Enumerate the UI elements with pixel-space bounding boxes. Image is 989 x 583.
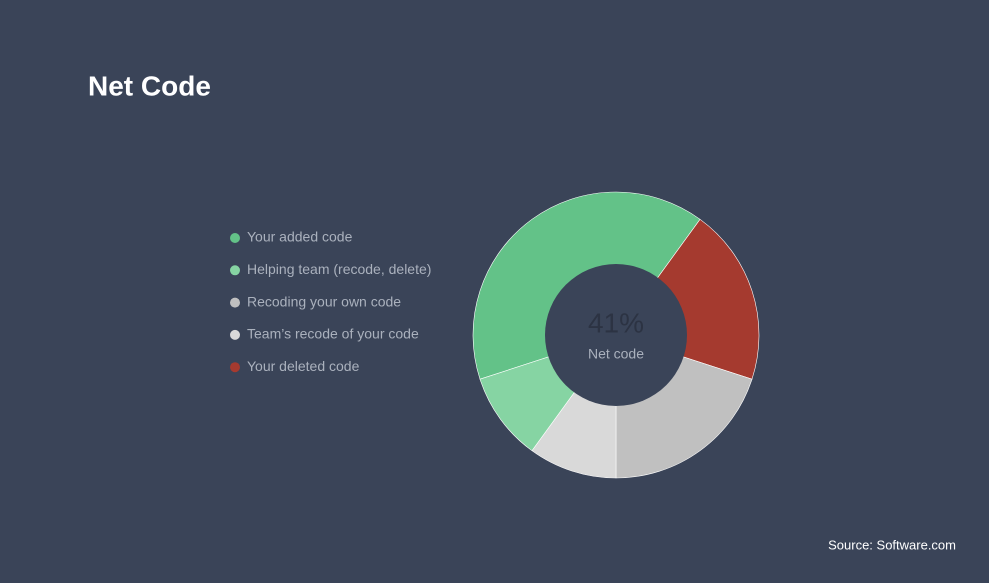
center-value: 41% [588, 307, 644, 338]
legend-swatch [230, 362, 240, 373]
legend-label: Helping team (recode, delete) [247, 261, 431, 277]
chart-title: Net Code [88, 70, 211, 101]
legend-swatch [230, 233, 240, 243]
legend-label: Your deleted code [247, 358, 360, 374]
legend-label: Your added code [247, 229, 353, 245]
legend-swatch [230, 329, 240, 340]
legend-label: Recoding your own code [247, 293, 401, 309]
legend-swatch [230, 265, 240, 276]
legend-label: Team’s recode of your code [247, 326, 419, 342]
legend-swatch [230, 297, 240, 308]
source: Source: Software.com [828, 537, 956, 552]
center-label: Net code [588, 346, 644, 362]
donut-hole [545, 264, 687, 406]
